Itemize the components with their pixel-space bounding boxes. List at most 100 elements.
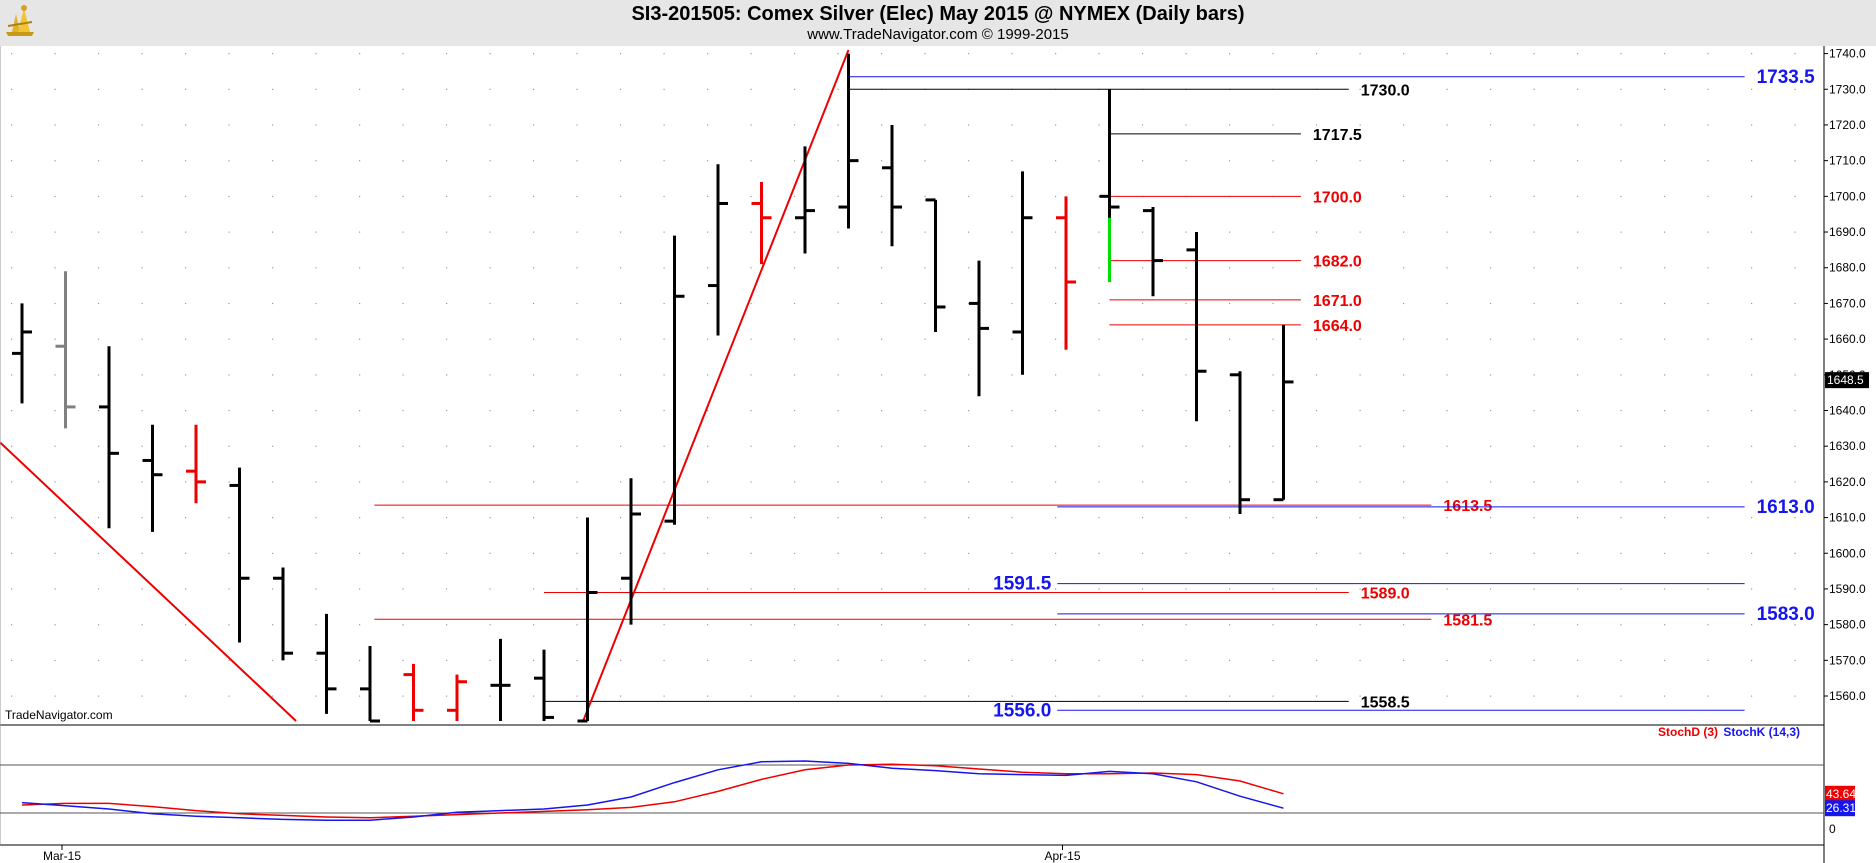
grid-dot [1272,409,1274,412]
grid-dot [359,517,361,519]
grid-dot [1403,624,1405,626]
grid-dot [359,409,361,412]
grid-dot [402,409,404,412]
grid-dot [1620,160,1622,162]
grid-dot [315,338,317,340]
grid-dot [315,409,317,412]
grid-dot [1794,88,1796,90]
grid-dot [794,267,796,269]
grid-dot [11,53,13,55]
grid-dot [402,231,404,233]
grid-dot [98,160,100,162]
grid-dot [1533,481,1535,483]
grid-dot [228,552,230,554]
grid-dot [11,267,13,269]
grid-dot [1229,374,1231,376]
chart-title: SI3-201505: Comex Silver (Elec) May 2015… [631,3,1245,25]
grid-dot [837,88,839,90]
grid-dot [402,481,404,483]
grid-dot [446,338,448,340]
grid-dot [446,267,448,269]
grid-dot [1403,517,1405,519]
grid-dot [1403,695,1405,697]
grid-dot [1707,53,1709,55]
grid-dot [620,338,622,340]
grid-dot [1707,409,1709,412]
grid-dot [1664,695,1666,697]
grid-dot [1664,88,1666,90]
grid-dot [1664,302,1666,305]
price-tick-label: 1590.0 [1829,582,1866,596]
grid-dot [1055,552,1057,554]
grid-dot [707,409,709,412]
price-tick-label: 1670.0 [1829,296,1866,310]
grid-dot [968,481,970,483]
grid-dot [489,302,491,305]
grid-dot [1664,267,1666,269]
grid-dot [1098,695,1100,697]
grid-dot [1403,338,1405,340]
grid-dot [402,160,404,162]
level-label: 1613.0 [1757,497,1815,518]
grid-dot [11,445,13,447]
grid-dot [968,659,970,662]
grid-dot [402,53,404,55]
grid-dot [228,445,230,447]
grid-dot [1794,231,1796,233]
grid-dot [402,588,404,590]
grid-dot [924,195,926,198]
grid-dot [98,588,100,590]
grid-dot [924,517,926,519]
grid-dot [1577,267,1579,269]
grid-dot [1751,195,1753,198]
grid-dot [924,588,926,590]
grid-dot [1446,695,1448,697]
grid-dot [272,374,274,376]
grid-dot [1446,88,1448,90]
grid-dot [1142,624,1144,626]
grid-dot [359,160,361,162]
grid-dot [620,588,622,590]
grid-dot [707,374,709,376]
grid-dot [315,481,317,483]
grid-dot [1577,659,1579,662]
grid-dot [663,231,665,233]
grid-dot [1577,302,1579,305]
grid-dot [1185,124,1187,126]
grid-dot [620,53,622,55]
grid-dot [576,160,578,162]
grid-dot [707,445,709,447]
grid-dot [794,124,796,126]
grid-dot [141,231,143,233]
grid-dot [837,624,839,626]
grid-dot [1272,552,1274,554]
grid-dot [1664,160,1666,162]
grid-dot [794,481,796,483]
grid-dot [1490,195,1492,198]
grid-dot [489,374,491,376]
grid-dot [1794,588,1796,590]
grid-dot [272,695,274,697]
grid-dot [1620,302,1622,305]
grid-dot [750,231,752,233]
grid-dot [1316,552,1318,554]
grid-dot [1403,88,1405,90]
grid-dot [446,659,448,662]
grid-dot [1229,267,1231,269]
grid-dot [837,160,839,162]
grid-dot [228,481,230,483]
grid-dot [1316,659,1318,662]
grid-dot [576,231,578,233]
grid-dot [185,659,187,662]
grid-dot [1577,88,1579,90]
grid-dot [1359,160,1361,162]
grid-dot [185,195,187,198]
date-label: Apr-15 [1044,849,1080,863]
grid-dot [1359,338,1361,340]
grid-dot [1142,481,1144,483]
grid-dot [1707,302,1709,305]
grid-dot [1142,517,1144,519]
grid-dot [1620,517,1622,519]
grid-dot [54,88,56,90]
grid-dot [663,445,665,447]
